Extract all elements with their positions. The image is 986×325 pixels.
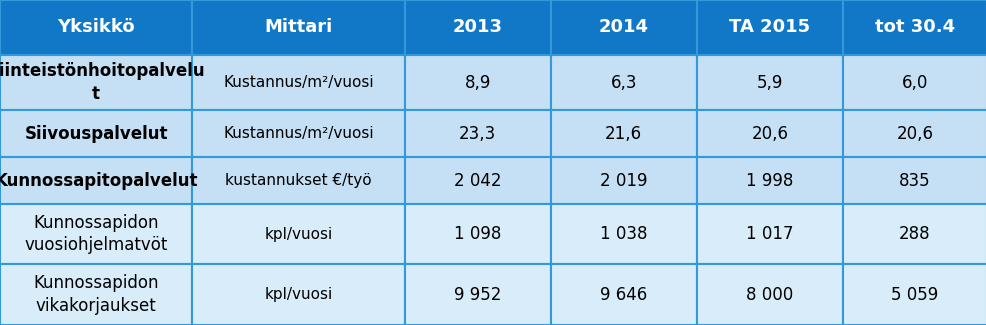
Bar bbox=[696, 264, 842, 325]
Bar bbox=[696, 0, 842, 55]
Bar bbox=[550, 157, 696, 204]
Text: 9 646: 9 646 bbox=[599, 285, 647, 304]
Bar bbox=[842, 264, 986, 325]
Bar bbox=[0, 110, 192, 157]
Text: 6,0: 6,0 bbox=[901, 73, 927, 92]
Bar bbox=[192, 110, 404, 157]
Text: 2 042: 2 042 bbox=[454, 172, 501, 189]
Bar bbox=[404, 0, 550, 55]
Text: Kunnossapitopalvelut: Kunnossapitopalvelut bbox=[0, 172, 198, 189]
Text: Kiinteistönhoitopalvelu
t: Kiinteistönhoitopalvelu t bbox=[0, 62, 205, 103]
Bar bbox=[696, 110, 842, 157]
Text: Kustannus/m²/vuosi: Kustannus/m²/vuosi bbox=[223, 75, 374, 90]
Text: 20,6: 20,6 bbox=[750, 124, 788, 142]
Text: 20,6: 20,6 bbox=[895, 124, 933, 142]
Text: Siivouspalvelut: Siivouspalvelut bbox=[25, 124, 168, 142]
Text: 1 998: 1 998 bbox=[745, 172, 793, 189]
Text: 6,3: 6,3 bbox=[610, 73, 636, 92]
Bar bbox=[696, 55, 842, 110]
Bar bbox=[550, 55, 696, 110]
Bar bbox=[842, 55, 986, 110]
Text: 2014: 2014 bbox=[599, 19, 648, 36]
Bar bbox=[550, 264, 696, 325]
Bar bbox=[192, 204, 404, 264]
Text: 8,9: 8,9 bbox=[464, 73, 490, 92]
Bar bbox=[0, 0, 192, 55]
Text: 288: 288 bbox=[898, 225, 930, 243]
Bar bbox=[550, 110, 696, 157]
Bar bbox=[842, 157, 986, 204]
Text: TA 2015: TA 2015 bbox=[729, 19, 810, 36]
Bar bbox=[842, 110, 986, 157]
Text: kustannukset €/työ: kustannukset €/työ bbox=[225, 173, 372, 188]
Text: tot 30.4: tot 30.4 bbox=[874, 19, 954, 36]
Bar bbox=[550, 0, 696, 55]
Bar bbox=[550, 204, 696, 264]
Text: Yksikkö: Yksikkö bbox=[57, 19, 135, 36]
Text: 2 019: 2 019 bbox=[599, 172, 647, 189]
Bar bbox=[192, 157, 404, 204]
Text: 23,3: 23,3 bbox=[458, 124, 496, 142]
Bar bbox=[404, 157, 550, 204]
Text: 1 098: 1 098 bbox=[454, 225, 501, 243]
Bar bbox=[0, 157, 192, 204]
Bar bbox=[842, 0, 986, 55]
Text: 5,9: 5,9 bbox=[756, 73, 782, 92]
Text: kpl/vuosi: kpl/vuosi bbox=[264, 287, 332, 302]
Bar bbox=[0, 204, 192, 264]
Text: kpl/vuosi: kpl/vuosi bbox=[264, 227, 332, 241]
Bar bbox=[404, 55, 550, 110]
Bar bbox=[192, 264, 404, 325]
Text: 8 000: 8 000 bbox=[745, 285, 793, 304]
Text: 1 017: 1 017 bbox=[745, 225, 793, 243]
Bar bbox=[404, 204, 550, 264]
Bar bbox=[696, 157, 842, 204]
Bar bbox=[0, 264, 192, 325]
Text: 2013: 2013 bbox=[453, 19, 502, 36]
Bar bbox=[0, 55, 192, 110]
Bar bbox=[404, 264, 550, 325]
Bar bbox=[404, 110, 550, 157]
Bar bbox=[192, 55, 404, 110]
Text: 9 952: 9 952 bbox=[454, 285, 501, 304]
Text: 1 038: 1 038 bbox=[599, 225, 647, 243]
Bar bbox=[696, 204, 842, 264]
Text: 21,6: 21,6 bbox=[604, 124, 642, 142]
Text: Kunnossapidon
vuosiohjelmatvöt: Kunnossapidon vuosiohjelmatvöt bbox=[25, 214, 168, 254]
Text: Mittari: Mittari bbox=[264, 19, 332, 36]
Bar bbox=[842, 204, 986, 264]
Text: 835: 835 bbox=[898, 172, 930, 189]
Bar bbox=[192, 0, 404, 55]
Text: Kunnossapidon
vikakorjaukset: Kunnossapidon vikakorjaukset bbox=[34, 274, 159, 315]
Text: 5 059: 5 059 bbox=[890, 285, 938, 304]
Text: Kustannus/m²/vuosi: Kustannus/m²/vuosi bbox=[223, 126, 374, 141]
